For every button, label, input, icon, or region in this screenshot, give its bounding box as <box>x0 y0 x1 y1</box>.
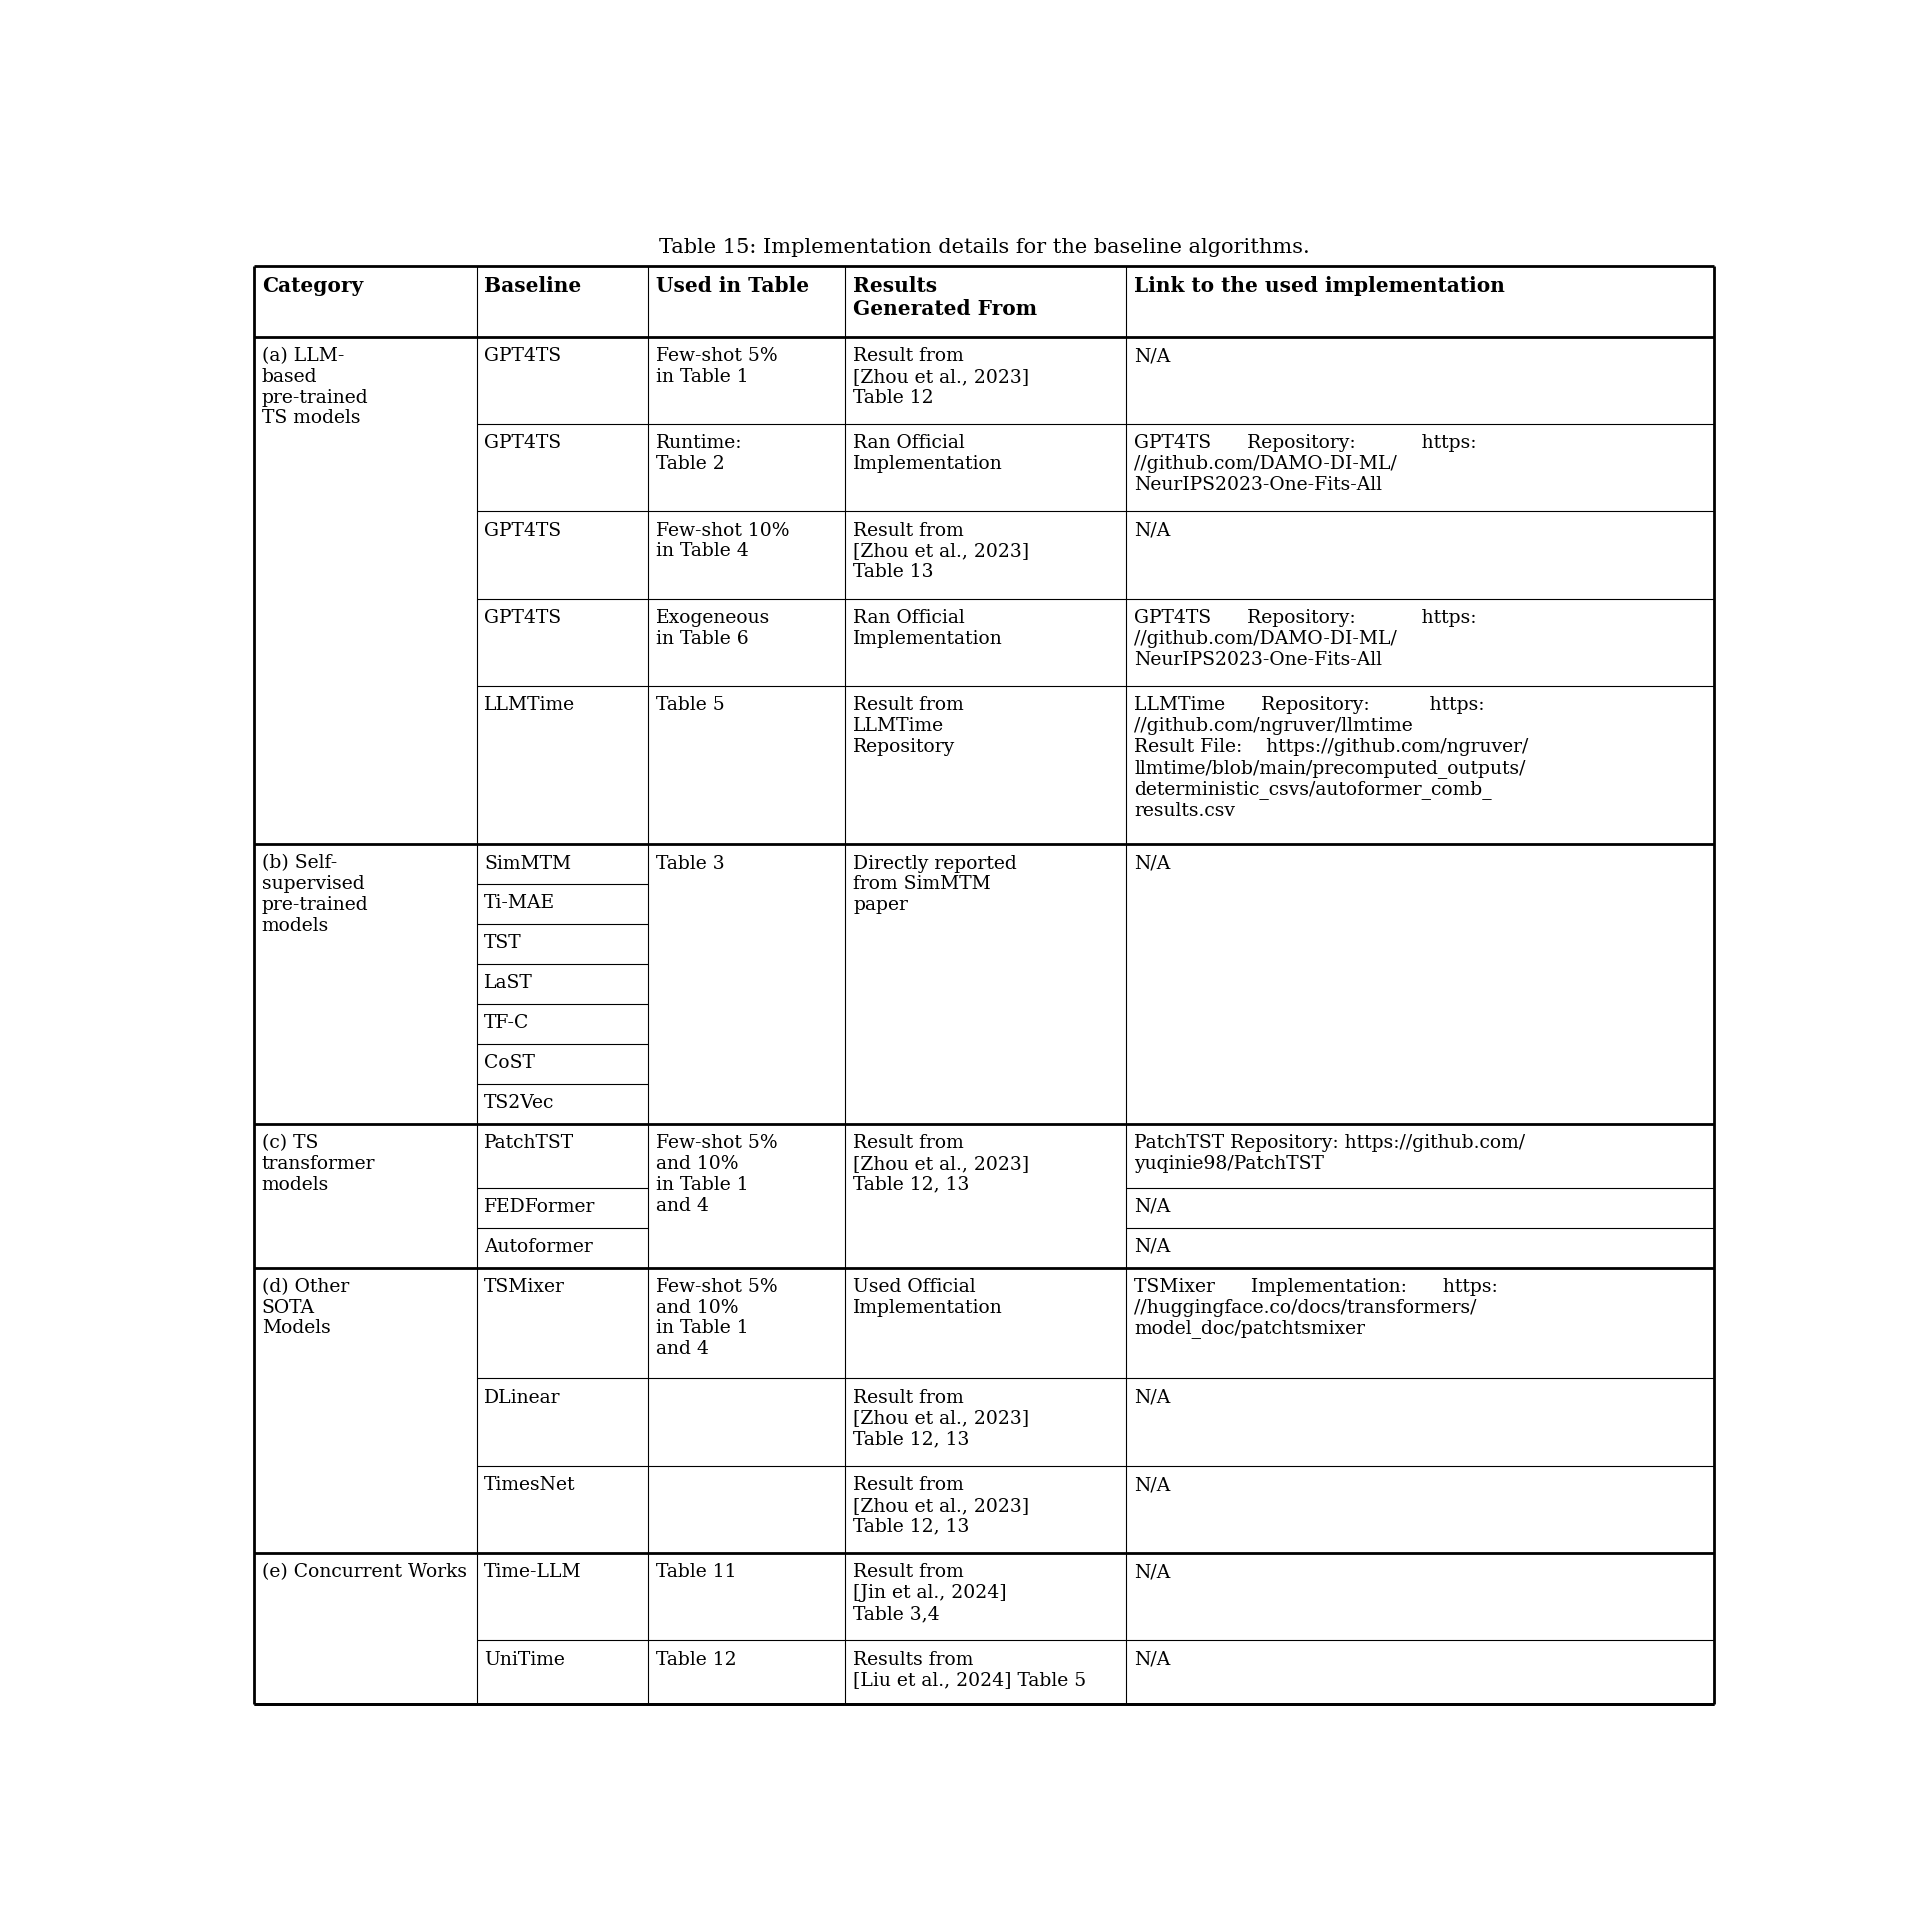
Text: Link to the used implementation: Link to the used implementation <box>1135 276 1505 296</box>
Text: PatchTST Repository: https://github.com/
yuqinie98/PatchTST: PatchTST Repository: https://github.com/… <box>1135 1134 1524 1173</box>
Text: Category: Category <box>261 276 363 296</box>
Text: Table 11: Table 11 <box>657 1563 737 1580</box>
Text: (e) Concurrent Works: (e) Concurrent Works <box>261 1563 467 1580</box>
Text: GPT4TS      Repository:           https:
//github.com/DAMO-DI-ML/
NeurIPS2023-On: GPT4TS Repository: https: //github.com/D… <box>1135 435 1476 495</box>
Text: TF-C: TF-C <box>484 1014 530 1032</box>
Text: Table 15: Implementation details for the baseline algorithms.: Table 15: Implementation details for the… <box>659 238 1309 257</box>
Text: GPT4TS: GPT4TS <box>484 522 561 539</box>
Text: Result from
[Zhou et al., 2023]
Table 12, 13: Result from [Zhou et al., 2023] Table 12… <box>852 1476 1029 1534</box>
Text: (b) Self-
supervised
pre-trained
models: (b) Self- supervised pre-trained models <box>261 854 369 935</box>
Text: Few-shot 5%
and 10%
in Table 1
and 4: Few-shot 5% and 10% in Table 1 and 4 <box>657 1277 778 1358</box>
Text: Result from
[Zhou et al., 2023]
Table 12, 13: Result from [Zhou et al., 2023] Table 12… <box>852 1387 1029 1447</box>
Text: N/A: N/A <box>1135 854 1171 871</box>
Text: (c) TS
transformer
models: (c) TS transformer models <box>261 1134 374 1194</box>
Text: Result from
[Zhou et al., 2023]
Table 12, 13: Result from [Zhou et al., 2023] Table 12… <box>852 1134 1029 1194</box>
Text: Result from
LLMTime
Repository: Result from LLMTime Repository <box>852 696 964 755</box>
Text: Time-LLM: Time-LLM <box>484 1563 582 1580</box>
Text: Few-shot 5%
and 10%
in Table 1
and 4: Few-shot 5% and 10% in Table 1 and 4 <box>657 1134 778 1213</box>
Text: UniTime: UniTime <box>484 1650 564 1667</box>
Text: Ran Official
Implementation: Ran Official Implementation <box>852 435 1002 473</box>
Text: N/A: N/A <box>1135 1476 1171 1493</box>
Text: N/A: N/A <box>1135 1650 1171 1667</box>
Text: N/A: N/A <box>1135 1198 1171 1215</box>
Text: N/A: N/A <box>1135 1236 1171 1256</box>
Text: Table 5: Table 5 <box>657 696 724 713</box>
Text: Few-shot 5%
in Table 1: Few-shot 5% in Table 1 <box>657 348 778 386</box>
Text: Ran Official
Implementation: Ran Official Implementation <box>852 609 1002 647</box>
Text: N/A: N/A <box>1135 1563 1171 1580</box>
Text: LLMTime      Repository:          https:
//github.com/ngruver/llmtime
Result Fil: LLMTime Repository: https: //github.com/… <box>1135 696 1528 819</box>
Text: (d) Other
SOTA
Models: (d) Other SOTA Models <box>261 1277 349 1337</box>
Text: Used Official
Implementation: Used Official Implementation <box>852 1277 1002 1316</box>
Text: SimMTM: SimMTM <box>484 854 572 871</box>
Text: Exogeneous
in Table 6: Exogeneous in Table 6 <box>657 609 770 647</box>
Text: Result from
[Zhou et al., 2023]
Table 13: Result from [Zhou et al., 2023] Table 13 <box>852 522 1029 582</box>
Text: LaST: LaST <box>484 974 534 991</box>
Text: TST: TST <box>484 933 522 952</box>
Text: GPT4TS: GPT4TS <box>484 435 561 452</box>
Text: TimesNet: TimesNet <box>484 1476 576 1493</box>
Text: PatchTST: PatchTST <box>484 1134 574 1151</box>
Text: Table 12: Table 12 <box>657 1650 737 1667</box>
Text: Few-shot 10%
in Table 4: Few-shot 10% in Table 4 <box>657 522 789 560</box>
Text: TSMixer      Implementation:      https:
//huggingface.co/docs/transformers/
mod: TSMixer Implementation: https: //hugging… <box>1135 1277 1498 1337</box>
Text: GPT4TS: GPT4TS <box>484 609 561 626</box>
Text: Autoformer: Autoformer <box>484 1236 593 1256</box>
Text: Directly reported
from SimMTM
paper: Directly reported from SimMTM paper <box>852 854 1018 914</box>
Text: Results from
[Liu et al., 2024] Table 5: Results from [Liu et al., 2024] Table 5 <box>852 1650 1087 1689</box>
Text: LLMTime: LLMTime <box>484 696 576 713</box>
Text: (a) LLM-
based
pre-trained
TS models: (a) LLM- based pre-trained TS models <box>261 348 369 427</box>
Text: Ti-MAE: Ti-MAE <box>484 895 555 912</box>
Text: DLinear: DLinear <box>484 1387 561 1406</box>
Text: TSMixer: TSMixer <box>484 1277 564 1294</box>
Text: CoST: CoST <box>484 1053 536 1072</box>
Text: N/A: N/A <box>1135 522 1171 539</box>
Text: Table 3: Table 3 <box>657 854 724 871</box>
Text: TS2Vec: TS2Vec <box>484 1094 555 1111</box>
Text: Runtime:
Table 2: Runtime: Table 2 <box>657 435 743 473</box>
Text: N/A: N/A <box>1135 348 1171 365</box>
Text: Baseline: Baseline <box>484 276 582 296</box>
Text: GPT4TS: GPT4TS <box>484 348 561 365</box>
Text: N/A: N/A <box>1135 1387 1171 1406</box>
Text: Result from
[Jin et al., 2024]
Table 3,4: Result from [Jin et al., 2024] Table 3,4 <box>852 1563 1006 1623</box>
Text: Result from
[Zhou et al., 2023]
Table 12: Result from [Zhou et al., 2023] Table 12 <box>852 348 1029 406</box>
Text: Used in Table: Used in Table <box>657 276 808 296</box>
Text: Results
Generated From: Results Generated From <box>852 276 1037 319</box>
Text: FEDFormer: FEDFormer <box>484 1198 595 1215</box>
Text: GPT4TS      Repository:           https:
//github.com/DAMO-DI-ML/
NeurIPS2023-On: GPT4TS Repository: https: //github.com/D… <box>1135 609 1476 668</box>
